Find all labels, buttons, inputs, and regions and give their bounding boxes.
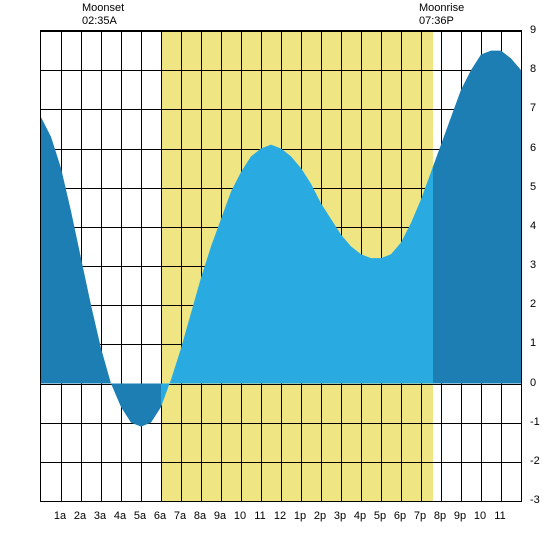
y-tick-label: 9 bbox=[530, 24, 536, 36]
x-tick-label: 3p bbox=[334, 510, 346, 522]
moonrise-label: Moonrise 07:36P bbox=[419, 2, 464, 28]
y-tick-label: 4 bbox=[530, 220, 536, 232]
moonrise-time: 07:36P bbox=[419, 15, 454, 27]
x-tick-label: 11 bbox=[494, 510, 505, 522]
x-tick-label: 9p bbox=[454, 510, 466, 522]
x-tick-label: 12 bbox=[274, 510, 286, 522]
y-tick-label: -3 bbox=[530, 494, 540, 506]
x-tick-label: 6a bbox=[154, 510, 166, 522]
y-tick-label: 7 bbox=[530, 102, 536, 114]
x-tick-label: 8a bbox=[194, 510, 206, 522]
x-tick-label: 10 bbox=[474, 510, 486, 522]
x-tick-label: 6p bbox=[394, 510, 406, 522]
tide-curve bbox=[41, 31, 521, 501]
x-tick-label: 2a bbox=[74, 510, 86, 522]
x-tick-label: 5p bbox=[374, 510, 386, 522]
x-tick-label: 1a bbox=[54, 510, 66, 522]
x-tick-label: 4p bbox=[354, 510, 366, 522]
x-tick-label: 3a bbox=[94, 510, 106, 522]
y-tick-label: -1 bbox=[530, 416, 540, 428]
moonset-label: Moonset 02:35A bbox=[82, 2, 124, 28]
tide-chart: Moonset 02:35A Moonrise 07:36P 1a 2a 3a 4a 5… bbox=[0, 0, 550, 550]
x-tick-label: 7a bbox=[174, 510, 186, 522]
moonset-title: Moonset bbox=[82, 2, 124, 14]
moonrise-title: Moonrise bbox=[419, 2, 464, 14]
grid-line bbox=[41, 501, 521, 502]
y-tick-label: 0 bbox=[530, 377, 536, 389]
y-tick-label: -2 bbox=[530, 455, 540, 467]
x-tick-label: 8p bbox=[434, 510, 446, 522]
moonset-time: 02:35A bbox=[82, 15, 117, 27]
y-tick-label: 1 bbox=[530, 337, 536, 349]
y-tick-label: 6 bbox=[530, 142, 536, 154]
x-tick-label: 5a bbox=[134, 510, 146, 522]
y-tick-label: 8 bbox=[530, 63, 536, 75]
x-tick-label: 4a bbox=[114, 510, 126, 522]
y-tick-label: 5 bbox=[530, 181, 536, 193]
x-tick-label: 7p bbox=[414, 510, 426, 522]
x-tick-label: 1p bbox=[294, 510, 306, 522]
x-tick-label: 11 bbox=[254, 510, 265, 522]
x-tick-label: 10 bbox=[234, 510, 246, 522]
y-tick-label: 2 bbox=[530, 298, 536, 310]
x-tick-label: 9a bbox=[214, 510, 226, 522]
y-tick-label: 3 bbox=[530, 259, 536, 271]
x-tick-label: 2p bbox=[314, 510, 326, 522]
plot-area bbox=[40, 30, 522, 502]
